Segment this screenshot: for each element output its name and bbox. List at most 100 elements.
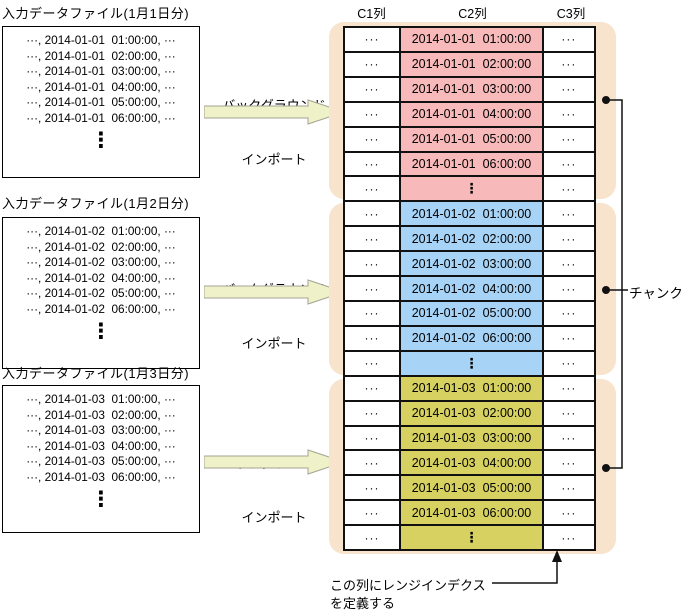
- cell-c2: 2014-01-02 06:00:00: [401, 326, 544, 350]
- cell-c2: 2014-01-03 01:00:00: [401, 376, 544, 400]
- input-file-label-2: 入力データファイル(1月2日分): [2, 196, 190, 211]
- cell-c2: 2014-01-02 02:00:00: [401, 227, 544, 251]
- import-arrow-icon: [204, 279, 345, 305]
- file-data-line: ···, 2014-01-02 01:00:00, ···: [26, 224, 176, 238]
- file-data-line: ···, 2014-01-03 04:00:00, ···: [26, 438, 176, 453]
- table-row: ··· 2014-01-01 04:00:00 ···: [345, 102, 594, 128]
- cell-c3: ···: [543, 501, 594, 525]
- vertical-ellipsis: ⋮: [90, 488, 112, 511]
- cell-c1: ···: [345, 202, 402, 226]
- cell-c3: ···: [543, 326, 594, 350]
- table-row: ··· 2014-01-01 01:00:00 ···: [345, 28, 594, 53]
- import-arrow-label: バックグラウンド インポート: [202, 419, 346, 563]
- cell-c1: ···: [345, 28, 402, 51]
- cell-c3: ···: [543, 152, 594, 176]
- cell-c2: 2014-01-01 01:00:00: [401, 28, 544, 51]
- cell-c1: ···: [345, 102, 402, 126]
- import-arrow-label: バックグラウンド インポート: [202, 61, 346, 205]
- cell-c2: 2014-01-03 03:00:00: [401, 426, 544, 450]
- cell-c2: 2014-01-03 02:00:00: [401, 401, 544, 425]
- cell-c2: 2014-01-01 02:00:00: [401, 52, 544, 76]
- cell-c2: ⋮: [401, 351, 544, 375]
- table-row: ··· 2014-01-02 03:00:00 ···: [345, 252, 594, 278]
- import-arrow-label-line2: インポート: [241, 152, 307, 167]
- table-row: ··· 2014-01-03 05:00:00 ···: [345, 476, 594, 502]
- cell-c1: ···: [345, 252, 402, 276]
- chunk-label: チャンク: [629, 286, 683, 301]
- cell-c1: ···: [345, 476, 402, 500]
- cell-c2: 2014-01-02 05:00:00: [401, 301, 544, 325]
- range-index-note-line2: を定義する: [330, 596, 396, 611]
- import-arrow-label-line2: インポート: [241, 336, 307, 351]
- table-row: ··· 2014-01-01 05:00:00 ···: [345, 127, 594, 153]
- table-row: ··· ⋮ ···: [345, 351, 594, 377]
- file-data-line: ···, 2014-01-03 05:00:00, ···: [26, 454, 176, 468]
- table-row: ··· 2014-01-01 02:00:00 ···: [345, 52, 594, 78]
- cell-c3: ···: [543, 301, 594, 325]
- input-file-box-1: ···, 2014-01-01 01:00:00, ··· ···, 2014-0…: [2, 26, 200, 178]
- cell-c2: 2014-01-01 06:00:00: [401, 152, 544, 176]
- table-row: ··· 2014-01-01 06:00:00 ···: [345, 152, 594, 178]
- range-index-note-line1: この列にレンジインデクス: [330, 578, 486, 593]
- table-row: ··· 2014-01-03 03:00:00 ···: [345, 426, 594, 452]
- cell-c3: ···: [543, 401, 594, 425]
- cell-c1: ···: [345, 401, 402, 425]
- cell-c3: ···: [543, 376, 594, 400]
- cell-c2: 2014-01-01 04:00:00: [401, 102, 544, 126]
- cell-c2: ⋮: [401, 177, 544, 201]
- cell-c3: ···: [543, 476, 594, 500]
- cell-c1: ···: [345, 451, 402, 475]
- cell-c3: ···: [543, 252, 594, 276]
- file-lines: ···, 2014-01-02 01:00:00, ··· ···, 2014-0…: [3, 218, 199, 342]
- file-data-line: ···, 2014-01-01 03:00:00, ···: [26, 64, 176, 78]
- cell-c2: 2014-01-03 04:00:00: [401, 451, 544, 475]
- cell-c2: 2014-01-03 06:00:00: [401, 501, 544, 525]
- import-arrow-label: バックグラウンド インポート: [202, 245, 346, 389]
- table-row: ··· 2014-01-03 01:00:00 ···: [345, 376, 594, 402]
- input-file-box-3: ···, 2014-01-03 01:00:00, ··· ···, 2014-0…: [2, 385, 200, 533]
- cell-c2: 2014-01-01 05:00:00: [401, 127, 544, 151]
- cell-c3: ···: [543, 526, 594, 550]
- cell-c1: ···: [345, 277, 402, 300]
- file-data-line: ···, 2014-01-03 06:00:00, ···: [26, 469, 176, 484]
- cell-c3: ···: [543, 426, 594, 450]
- file-data-line: ···, 2014-01-02 06:00:00, ···: [26, 301, 176, 316]
- table-row: ··· 2014-01-02 04:00:00 ···: [345, 277, 594, 302]
- vertical-ellipsis: ⋮: [90, 129, 112, 152]
- table-row: ··· ⋮ ···: [345, 526, 594, 550]
- range-index-connector: [492, 559, 558, 584]
- cell-c1: ···: [345, 326, 402, 350]
- file-lines: ···, 2014-01-01 01:00:00, ··· ···, 2014-0…: [3, 27, 199, 151]
- input-file-box-2: ···, 2014-01-02 01:00:00, ··· ···, 2014-0…: [2, 217, 200, 369]
- cell-c1: ···: [345, 227, 402, 251]
- file-data-line: ···, 2014-01-01 05:00:00, ···: [26, 95, 176, 109]
- file-data-line: ···, 2014-01-02 03:00:00, ···: [26, 255, 176, 269]
- cell-c3: ···: [543, 351, 594, 375]
- cell-c1: ···: [345, 376, 402, 400]
- cell-c1: ···: [345, 152, 402, 176]
- table-row: ··· 2014-01-02 06:00:00 ···: [345, 326, 594, 352]
- cell-c2: 2014-01-01 03:00:00: [401, 77, 544, 101]
- cell-c3: ···: [543, 77, 594, 101]
- cell-c2: 2014-01-02 03:00:00: [401, 252, 544, 276]
- file-data-line: ···, 2014-01-02 02:00:00, ···: [26, 239, 176, 254]
- cell-c3: ···: [543, 177, 594, 201]
- table-row: ··· 2014-01-03 04:00:00 ···: [345, 451, 594, 477]
- file-lines: ···, 2014-01-03 01:00:00, ··· ···, 2014-0…: [3, 386, 199, 510]
- import-arrow-label-line2: インポート: [241, 510, 307, 525]
- file-data-line: ···, 2014-01-01 02:00:00, ···: [26, 48, 176, 63]
- data-table: ··· 2014-01-01 01:00:00 ··· ··· 2014-01-01 0…: [343, 26, 596, 551]
- file-data-line: ···, 2014-01-02 04:00:00, ···: [26, 270, 176, 285]
- table-row: ··· 2014-01-02 01:00:00 ···: [345, 202, 594, 228]
- file-data-line: ···, 2014-01-03 01:00:00, ···: [26, 392, 176, 406]
- table-row: ··· 2014-01-02 05:00:00 ···: [345, 301, 594, 327]
- cell-c2: 2014-01-02 01:00:00: [401, 202, 544, 226]
- cell-c3: ···: [543, 451, 594, 475]
- cell-c1: ···: [345, 301, 402, 325]
- table-row: ··· 2014-01-02 02:00:00 ···: [345, 227, 594, 253]
- cell-c2: ⋮: [401, 526, 544, 550]
- cell-c3: ···: [543, 277, 594, 300]
- table-row: ··· 2014-01-03 02:00:00 ···: [345, 401, 594, 427]
- cell-c3: ···: [543, 52, 594, 76]
